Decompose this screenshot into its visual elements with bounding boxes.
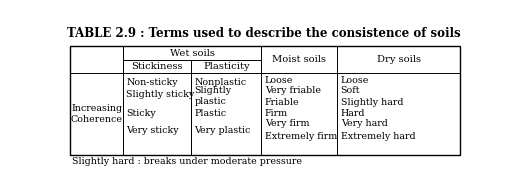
- Text: Non-sticky: Non-sticky: [126, 78, 178, 87]
- Text: Dry soils: Dry soils: [377, 55, 421, 64]
- Text: Nonplastic: Nonplastic: [195, 78, 247, 87]
- Bar: [71, 46, 460, 155]
- Text: Very hard: Very hard: [340, 119, 388, 128]
- Text: Soft: Soft: [340, 86, 360, 95]
- Text: Plastic: Plastic: [195, 109, 227, 118]
- Text: Loose: Loose: [340, 76, 369, 85]
- Text: Slightly hard : breaks under moderate pressure: Slightly hard : breaks under moderate pr…: [72, 157, 302, 166]
- Text: Increasing
Coherence: Increasing Coherence: [71, 104, 123, 124]
- Text: Friable: Friable: [265, 98, 299, 107]
- Text: Wet soils: Wet soils: [170, 49, 215, 58]
- Text: Stickiness: Stickiness: [131, 62, 183, 71]
- Text: Very plastic: Very plastic: [195, 126, 251, 135]
- Text: Firm: Firm: [265, 108, 288, 118]
- Text: TABLE 2.9 : Terms used to describe the consistence of soils: TABLE 2.9 : Terms used to describe the c…: [67, 27, 461, 40]
- Text: Slightly hard: Slightly hard: [340, 98, 403, 107]
- Text: Slightly
plastic: Slightly plastic: [195, 86, 232, 106]
- Text: Sticky: Sticky: [126, 109, 156, 118]
- Text: Very sticky: Very sticky: [126, 126, 179, 135]
- Text: Extremely hard: Extremely hard: [340, 132, 415, 141]
- Text: Loose: Loose: [265, 76, 293, 85]
- Text: Extremely firm: Extremely firm: [265, 132, 337, 141]
- Text: Slightly sticky: Slightly sticky: [126, 90, 195, 99]
- Text: Moist soils: Moist soils: [272, 55, 327, 64]
- Text: Very friable: Very friable: [265, 86, 321, 95]
- Text: Plasticity: Plasticity: [203, 62, 250, 71]
- Text: Hard: Hard: [340, 108, 365, 118]
- Text: Very firm: Very firm: [265, 119, 309, 128]
